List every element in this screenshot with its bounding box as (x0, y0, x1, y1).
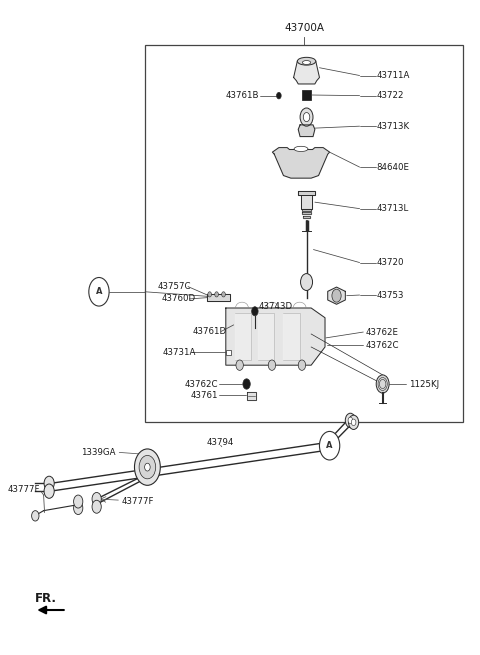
Polygon shape (247, 392, 256, 400)
Ellipse shape (302, 60, 311, 64)
Polygon shape (298, 125, 315, 136)
Text: 43762C: 43762C (184, 379, 218, 388)
Text: 43761D: 43761D (192, 327, 227, 336)
Text: FR.: FR. (35, 593, 56, 605)
Circle shape (303, 113, 310, 122)
Circle shape (92, 500, 101, 514)
Circle shape (215, 291, 218, 297)
Bar (302, 90, 311, 100)
Polygon shape (235, 313, 251, 360)
Text: 43762E: 43762E (365, 328, 398, 337)
Text: 84640E: 84640E (377, 162, 409, 172)
Polygon shape (302, 212, 311, 214)
Text: 43753: 43753 (377, 291, 404, 299)
Circle shape (300, 108, 313, 126)
Circle shape (320, 432, 340, 460)
Circle shape (345, 413, 356, 428)
Text: 1339GA: 1339GA (81, 448, 115, 457)
Text: 43711A: 43711A (377, 71, 410, 80)
Polygon shape (328, 287, 345, 305)
Circle shape (222, 291, 225, 297)
Circle shape (300, 274, 312, 290)
Text: 43761: 43761 (191, 390, 218, 400)
Polygon shape (302, 209, 311, 212)
Text: 43743D: 43743D (258, 301, 292, 310)
Text: A: A (326, 441, 333, 450)
Polygon shape (301, 195, 312, 209)
Circle shape (73, 495, 83, 508)
Circle shape (44, 484, 54, 498)
Polygon shape (273, 147, 330, 178)
Polygon shape (284, 313, 300, 360)
Circle shape (144, 463, 150, 471)
Circle shape (351, 419, 356, 426)
Circle shape (252, 307, 258, 316)
Circle shape (332, 290, 341, 302)
Circle shape (134, 449, 160, 485)
Polygon shape (226, 308, 325, 365)
Text: 43731A: 43731A (163, 348, 196, 357)
Circle shape (92, 493, 101, 506)
Text: 43713K: 43713K (377, 122, 410, 130)
Text: 1125KJ: 1125KJ (409, 379, 440, 388)
Circle shape (44, 476, 54, 491)
Text: 43777F: 43777F (121, 497, 154, 506)
Text: 43760D: 43760D (162, 295, 196, 303)
Text: A: A (96, 288, 102, 296)
Polygon shape (303, 215, 310, 218)
Circle shape (32, 511, 39, 521)
Text: 43762C: 43762C (365, 341, 398, 350)
Circle shape (348, 417, 353, 424)
Text: 43713L: 43713L (377, 204, 409, 213)
Text: 43794: 43794 (206, 438, 234, 447)
Circle shape (236, 360, 243, 370)
Text: 43720: 43720 (377, 258, 404, 267)
Bar (145, 45, 463, 422)
Polygon shape (298, 191, 315, 195)
Text: 43722: 43722 (377, 91, 404, 100)
Polygon shape (207, 294, 230, 301)
Circle shape (268, 360, 276, 370)
Circle shape (298, 360, 306, 370)
Text: 43761B: 43761B (226, 91, 260, 100)
Text: 43700A: 43700A (284, 24, 324, 33)
Bar (226, 350, 231, 355)
Circle shape (376, 375, 389, 393)
Circle shape (348, 415, 359, 430)
Circle shape (89, 278, 109, 306)
Circle shape (208, 291, 212, 297)
Text: 43777F: 43777F (7, 485, 40, 495)
Circle shape (243, 379, 250, 389)
Ellipse shape (297, 58, 316, 65)
Ellipse shape (294, 146, 308, 151)
Polygon shape (258, 313, 274, 360)
Text: 43757C: 43757C (158, 282, 192, 291)
Polygon shape (294, 61, 320, 84)
Circle shape (139, 455, 156, 479)
Circle shape (73, 502, 83, 515)
Circle shape (276, 92, 281, 99)
